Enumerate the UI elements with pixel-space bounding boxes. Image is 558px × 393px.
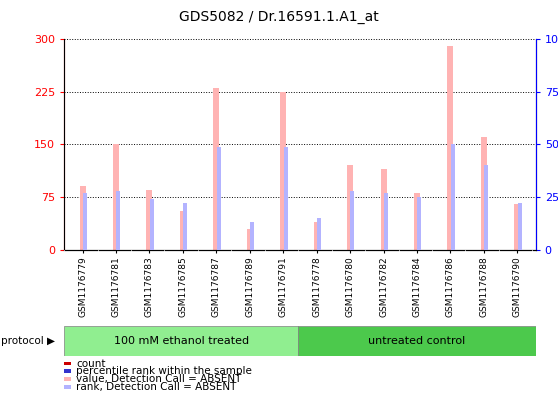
Bar bbox=[180, 211, 186, 250]
Text: GSM1176781: GSM1176781 bbox=[112, 257, 121, 317]
Bar bbox=[116, 191, 121, 250]
Bar bbox=[514, 204, 520, 250]
Bar bbox=[448, 46, 454, 250]
Text: GSM1176791: GSM1176791 bbox=[278, 257, 288, 317]
Text: GSM1176783: GSM1176783 bbox=[145, 257, 154, 317]
Bar bbox=[414, 193, 420, 250]
Bar bbox=[317, 218, 321, 250]
Bar bbox=[280, 92, 286, 250]
Bar bbox=[484, 165, 488, 250]
Bar bbox=[283, 147, 287, 250]
Bar bbox=[384, 193, 388, 250]
Text: GSM1176778: GSM1176778 bbox=[312, 257, 321, 317]
Text: GSM1176789: GSM1176789 bbox=[246, 257, 254, 317]
Text: untreated control: untreated control bbox=[368, 336, 465, 346]
Bar bbox=[314, 222, 320, 250]
Bar bbox=[481, 138, 487, 250]
Bar bbox=[113, 144, 119, 250]
Text: GSM1176779: GSM1176779 bbox=[78, 257, 87, 317]
Text: value, Detection Call = ABSENT: value, Detection Call = ABSENT bbox=[76, 374, 241, 384]
Text: GSM1176788: GSM1176788 bbox=[479, 257, 488, 317]
Bar bbox=[64, 326, 299, 356]
Text: 100 mM ethanol treated: 100 mM ethanol treated bbox=[114, 336, 249, 346]
Bar bbox=[150, 199, 154, 250]
Bar bbox=[381, 169, 387, 250]
Text: GDS5082 / Dr.16591.1.A1_at: GDS5082 / Dr.16591.1.A1_at bbox=[179, 10, 379, 24]
Bar bbox=[146, 190, 152, 250]
Bar bbox=[417, 197, 421, 250]
Text: GSM1176790: GSM1176790 bbox=[513, 257, 522, 317]
Bar bbox=[518, 203, 522, 250]
Text: percentile rank within the sample: percentile rank within the sample bbox=[76, 366, 252, 376]
Text: GSM1176780: GSM1176780 bbox=[345, 257, 354, 317]
Text: rank, Detection Call = ABSENT: rank, Detection Call = ABSENT bbox=[76, 382, 236, 392]
Bar bbox=[80, 186, 85, 250]
Text: protocol ▶: protocol ▶ bbox=[1, 336, 55, 346]
Bar bbox=[247, 229, 253, 250]
Bar bbox=[183, 203, 187, 250]
Bar bbox=[350, 191, 354, 250]
Text: GSM1176784: GSM1176784 bbox=[412, 257, 421, 317]
Text: GSM1176782: GSM1176782 bbox=[379, 257, 388, 317]
Text: GSM1176785: GSM1176785 bbox=[179, 257, 187, 317]
Bar bbox=[83, 193, 87, 250]
Bar bbox=[250, 222, 254, 250]
Text: GSM1176786: GSM1176786 bbox=[446, 257, 455, 317]
Bar bbox=[299, 326, 536, 356]
Bar bbox=[213, 88, 219, 250]
Bar bbox=[451, 144, 455, 250]
Bar bbox=[347, 165, 353, 250]
Text: count: count bbox=[76, 358, 105, 369]
Text: GSM1176787: GSM1176787 bbox=[212, 257, 221, 317]
Bar bbox=[217, 147, 220, 250]
